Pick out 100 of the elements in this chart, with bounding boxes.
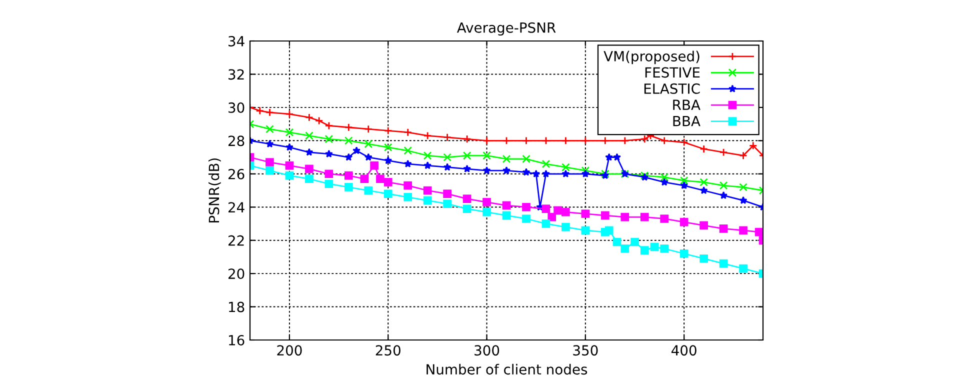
- point: [423, 196, 432, 205]
- point: [404, 181, 412, 190]
- legend-label: BBA: [673, 116, 700, 126]
- point: [650, 242, 659, 252]
- point: [522, 168, 530, 176]
- point: [305, 164, 314, 174]
- point: [700, 221, 708, 230]
- y-tick-label: 20: [228, 268, 244, 280]
- point: [305, 148, 314, 156]
- point: [482, 136, 491, 145]
- point: [266, 166, 274, 175]
- point: [739, 226, 748, 235]
- point: [739, 151, 748, 160]
- point: [324, 134, 334, 144]
- point: [562, 170, 570, 178]
- y-tick-label: 32: [228, 69, 244, 80]
- x-tick-label: 400: [672, 345, 696, 356]
- point: [660, 178, 668, 186]
- point: [660, 214, 669, 223]
- point: [324, 170, 334, 178]
- point: [680, 138, 688, 146]
- point: [581, 210, 590, 218]
- point: [443, 163, 452, 171]
- x-tick-label: 350: [573, 345, 598, 356]
- point: [620, 244, 630, 253]
- point: [739, 264, 748, 273]
- point: [748, 141, 758, 150]
- point: [700, 178, 708, 186]
- point: [720, 191, 728, 199]
- point: [364, 153, 372, 161]
- point: [581, 136, 590, 145]
- point: [364, 140, 373, 148]
- point: [630, 238, 639, 246]
- point: [612, 238, 622, 246]
- point: [376, 174, 384, 184]
- point: [522, 136, 530, 145]
- point: [285, 171, 294, 180]
- x-tick-label: 250: [376, 345, 400, 356]
- point: [754, 228, 763, 236]
- point: [700, 186, 708, 194]
- point: [600, 136, 610, 145]
- point: [680, 176, 688, 185]
- point: [522, 154, 530, 164]
- point: [463, 164, 472, 172]
- point: [719, 224, 728, 233]
- point: [285, 128, 294, 137]
- point: [384, 190, 392, 198]
- point: [423, 186, 432, 195]
- point: [324, 150, 333, 158]
- point: [620, 136, 630, 145]
- point: [680, 181, 688, 190]
- point: [324, 122, 334, 130]
- point: [423, 132, 432, 140]
- point: [542, 136, 550, 145]
- point: [404, 146, 412, 155]
- point: [360, 174, 369, 184]
- point: [482, 166, 491, 174]
- point: [660, 244, 669, 253]
- x-axis-title: Number of client nodes: [426, 364, 588, 375]
- point: [522, 214, 530, 223]
- point: [542, 204, 550, 213]
- point: [502, 211, 511, 220]
- point: [502, 154, 511, 164]
- point: [739, 183, 748, 192]
- point: [384, 156, 392, 164]
- point: [364, 124, 373, 134]
- point: [443, 133, 452, 142]
- point: [542, 170, 550, 178]
- point: [581, 226, 590, 235]
- y-tick-label: 34: [228, 36, 244, 46]
- point: [423, 151, 432, 160]
- legend-label: ELASTIC: [644, 83, 700, 94]
- point: [384, 143, 392, 152]
- y-tick-label: 24: [228, 202, 244, 212]
- point: [532, 170, 540, 178]
- point: [462, 204, 472, 213]
- point: [554, 206, 562, 215]
- point: [562, 163, 570, 172]
- point: [680, 249, 688, 258]
- point: [344, 136, 353, 145]
- point: [344, 123, 353, 132]
- point: [719, 259, 728, 268]
- point: [443, 200, 452, 208]
- point: [700, 144, 708, 154]
- point: [542, 220, 550, 228]
- x-tick-label: 300: [474, 345, 500, 356]
- point: [502, 136, 511, 145]
- point: [285, 161, 294, 170]
- y-tick-label: 18: [228, 302, 244, 312]
- point: [404, 192, 412, 202]
- point: [700, 254, 708, 263]
- point: [404, 128, 412, 137]
- point: [502, 201, 511, 210]
- point: [640, 212, 649, 222]
- point: [680, 218, 688, 226]
- point: [364, 186, 373, 195]
- y-axis-title: PSNR(dB): [208, 158, 221, 222]
- point: [424, 161, 432, 170]
- y-tick-label: 22: [228, 235, 244, 246]
- point: [562, 136, 570, 145]
